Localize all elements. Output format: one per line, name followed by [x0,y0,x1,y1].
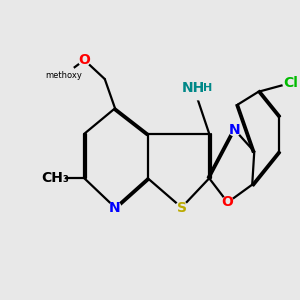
Circle shape [176,202,188,213]
Text: NH: NH [182,81,205,95]
Text: N: N [109,200,121,214]
Circle shape [47,169,64,187]
Text: N: N [229,123,241,137]
Circle shape [109,202,121,213]
Circle shape [222,196,233,208]
Text: O: O [78,53,90,67]
Text: CH₃: CH₃ [42,171,70,185]
Circle shape [78,54,90,66]
Circle shape [187,76,210,100]
Text: H: H [203,83,212,93]
Circle shape [229,124,241,136]
Circle shape [52,64,76,87]
Circle shape [283,75,299,91]
Text: O: O [222,195,234,209]
Text: Cl: Cl [284,76,298,90]
Text: methoxy: methoxy [45,71,82,80]
Text: S: S [177,200,187,214]
